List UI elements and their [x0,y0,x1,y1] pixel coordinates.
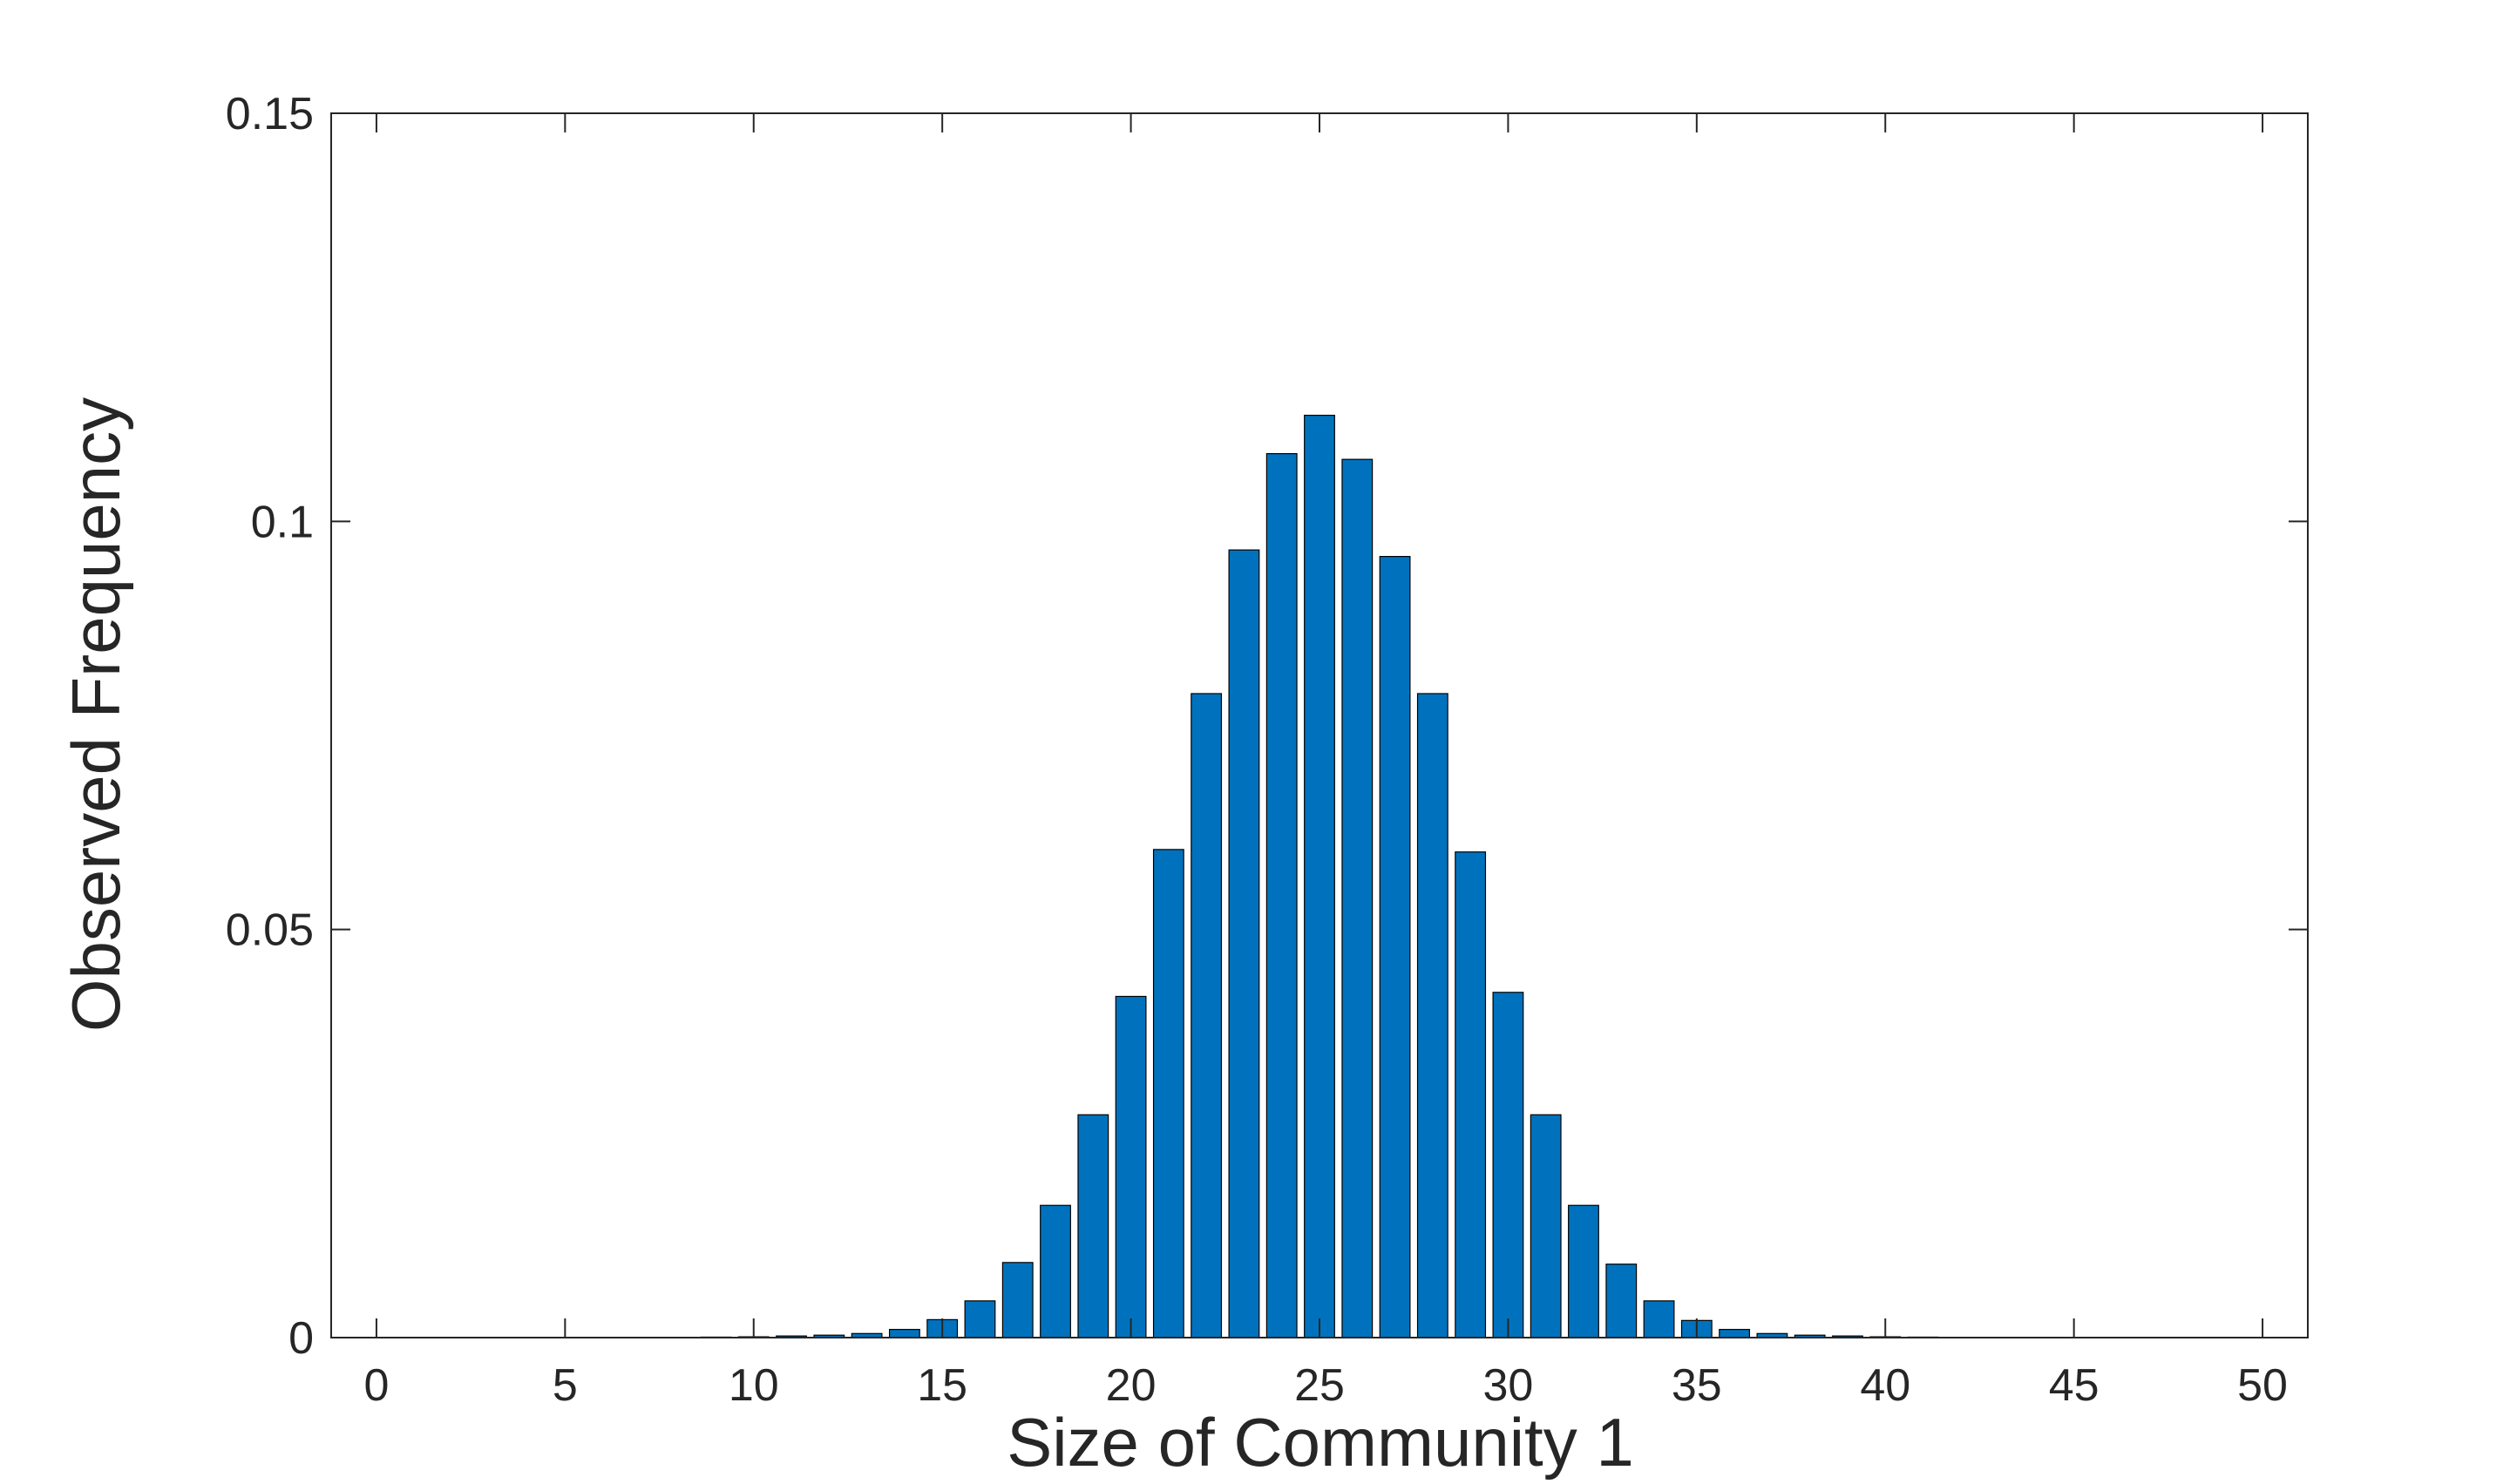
bar-19 [1077,1114,1109,1338]
bar-16 [964,1300,996,1338]
y-tick-label: 0.1 [251,497,314,547]
bar-32 [1568,1204,1599,1338]
x-tick-label: 0 [363,1360,389,1411]
bar-22 [1191,693,1223,1338]
y-tick-label: 0 [288,1313,314,1364]
bar-25 [1304,414,1335,1338]
x-tick-label: 50 [2237,1360,2288,1411]
y-tick-label: 0.05 [226,905,314,956]
y-axis-label: Observed Frequency [58,397,134,1032]
x-tick-label: 30 [1482,1360,1533,1411]
axes-layer: 0 5 10 15 20 25 30 35 40 45 50 0 0.05 0.1 0.15 [226,89,2309,1411]
bar-14 [888,1329,920,1338]
x-tick-label: 15 [917,1360,967,1411]
bar-23 [1228,549,1260,1338]
bar-28 [1416,693,1448,1338]
x-tick-label: 35 [1672,1360,1722,1411]
bar-30 [1492,992,1524,1338]
x-tick-label: 45 [2049,1360,2100,1411]
bars-layer [700,414,1939,1338]
bar-18 [1040,1204,1071,1338]
bar-21 [1152,849,1184,1338]
bar-33 [1605,1264,1638,1338]
bar-31 [1530,1114,1562,1338]
x-tick-label: 20 [1106,1360,1157,1411]
bar-34 [1643,1300,1675,1338]
bar-36 [1719,1329,1751,1338]
x-axis-label: Size of Community 1 [1007,1404,1634,1480]
bar-27 [1379,556,1411,1338]
bar-26 [1341,458,1374,1338]
x-tick-label: 40 [1860,1360,1910,1411]
bar-20 [1115,995,1147,1338]
x-tick-label: 25 [1294,1360,1345,1411]
x-tick-label: 10 [729,1360,779,1411]
bar-24 [1265,452,1298,1338]
bar-29 [1455,851,1487,1338]
bar-17 [1001,1262,1034,1338]
x-tick-label: 5 [553,1360,578,1411]
y-tick-label: 0.15 [226,89,314,139]
